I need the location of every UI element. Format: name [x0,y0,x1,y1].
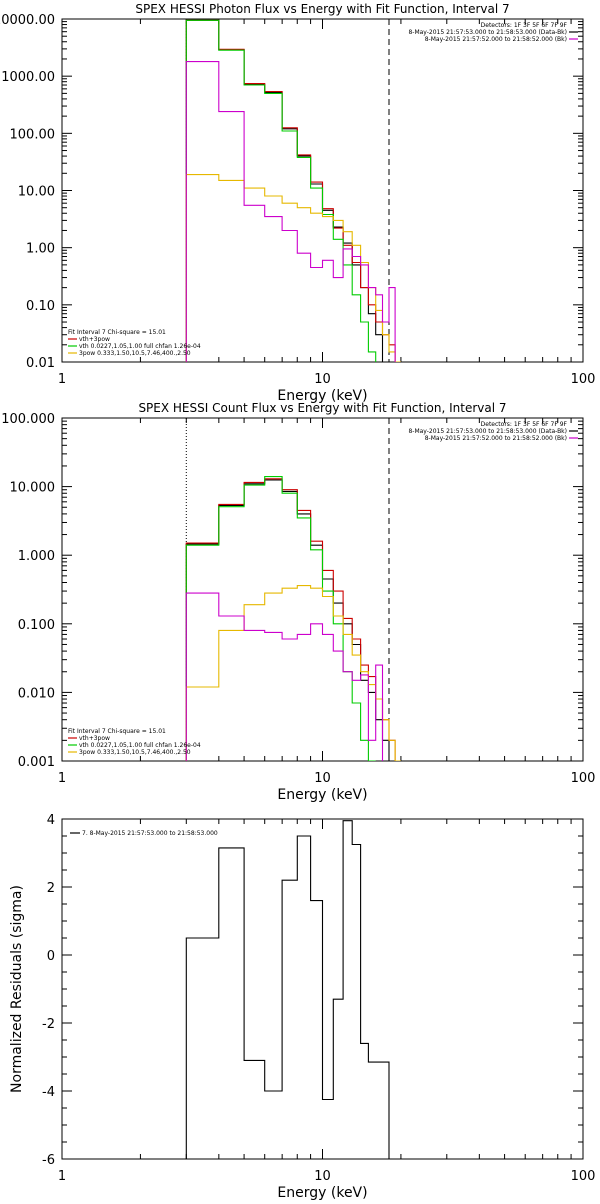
legend-right-entry: 8-May-2015 21:57:53.000 to 21:58:53.000 … [408,428,567,435]
legend-left-entry: vth 0.0227,1.05,1.00 full chfan 1.26e-04 [79,742,201,749]
series-line-vth [185,476,376,761]
x-axis-label: Energy (keV) [277,388,367,404]
legend-left-entry: vth 0.0227,1.05,1.00 full chfan 1.26e-04 [79,343,201,350]
series-line-data-bk [185,479,390,761]
chart-title: SPEX HESSI Count Flux vs Energy with Fit… [138,401,506,415]
chart-1: 1 10 100 0.01 0.10 1.00 10.00 100.00 1000.00 1000… [0,2,595,404]
x-tick-label: 1 [58,771,66,786]
y-tick-label: 2 [47,881,55,896]
x-axis-label: Energy (keV) [277,787,367,803]
y-tick-label: -2 [42,1017,55,1032]
y-tick-label: 0.001 [18,755,55,770]
y-tick-label: 100.000 [1,412,55,427]
y-tick-label: 0.010 [18,686,55,701]
y-tick-label: 0 [47,949,55,964]
legend-right-entry: 8-May-2015 21:57:52.000 to 21:58:52.000 … [425,36,567,43]
x-tick-label: 10 [314,1169,331,1184]
legend-entry: 7. 8-May-2015 21:57:53.000 to 21:58:53.0… [82,830,218,837]
x-tick-label: 1 [58,372,66,387]
legend-right-entry: Detectors: 1F 3F 5F 6F 7F 9F [481,22,568,29]
x-tick-label: 100 [571,771,596,786]
y-tick-label: 1.00 [26,242,55,257]
y-tick-label: 100.00 [10,127,56,142]
legend-left-entry: 3pow 0.333,1.50,10.5,7.46,400.,2.50 [79,749,191,756]
y-tick-label: 0.01 [26,356,55,371]
x-tick-label: 100 [571,1169,596,1184]
y-tick-label: 4 [47,813,55,828]
y-tick-label: 10.00 [18,185,55,200]
x-tick-label: 100 [571,372,596,387]
legend-left-entry: vth+3pow [79,735,110,742]
legend-left-entry: Fit Interval 7 Chi-square = 15.01 [68,329,166,336]
series-group [185,19,401,362]
legend-right-entry: 8-May-2015 21:57:53.000 to 21:58:53.000 … [408,29,567,36]
y-tick-label: -6 [42,1153,55,1168]
y-tick-label: 0.10 [26,299,55,314]
series-line-bk [185,592,384,761]
y-tick-label: 10.000 [10,481,56,496]
series-group [185,820,390,1159]
x-tick-label: 1 [58,1169,66,1184]
legend-left-entry: 3pow 0.333,1.50,10.5,7.46,400.,2.50 [79,350,191,357]
x-tick-label: 10 [314,372,331,387]
y-tick-label: 0.100 [18,618,55,633]
x-axis-label: Energy (keV) [277,1185,367,1200]
y-axis-label: Normalized Residuals (sigma) [9,885,25,1093]
legend-right-entry: Detectors: 1F 3F 5F 6F 7F 9F [481,421,568,428]
y-tick-label: 1.000 [18,549,55,564]
y-tick-label: 10000.00 [0,13,55,28]
chart-3: 1 10 100 -6 -4 -2 0 2 4 Energy (keV) Normalized Re… [9,813,596,1201]
chart-2: 1 10 100 0.001 0.010 0.100 1.000 10.000 100.000 S… [1,401,595,803]
x-tick-label: 10 [314,771,331,786]
chart-title: SPEX HESSI Photon Flux vs Energy with Fi… [135,2,509,16]
series-line-7-8-may-2015-21-57-53-000-to-21-58-53-000 [185,820,390,1159]
legend-left-entry: Fit Interval 7 Chi-square = 15.01 [68,728,166,735]
y-tick-label: 1000.00 [1,70,55,85]
series-line-data-bk [185,19,384,362]
series-line-vth [185,19,377,362]
legend-left-entry: vth+3pow [79,336,110,343]
series-group [185,476,401,761]
series-line-bk [185,61,396,362]
legend-right-entry: 8-May-2015 21:57:52.000 to 21:58:52.000 … [425,435,567,442]
y-tick-label: -4 [42,1085,55,1100]
